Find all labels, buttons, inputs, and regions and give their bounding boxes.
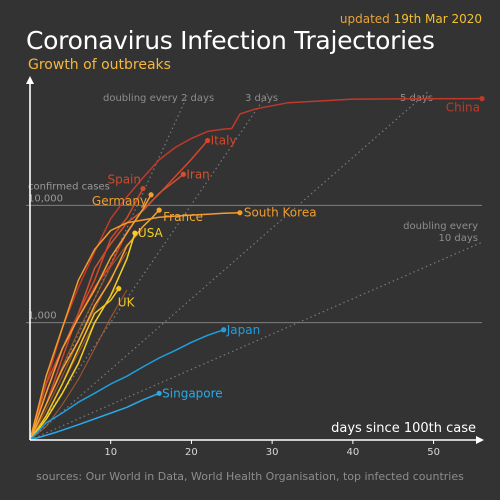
series-endpoint-usa [132, 230, 138, 236]
reference-label-10-days-b: 10 days [438, 233, 478, 244]
series-label-usa: USA [138, 226, 164, 240]
x-tick-label-30: 30 [266, 447, 279, 458]
chart-subtitle: Growth of outbreaks [28, 57, 171, 73]
series-line-japan [29, 329, 224, 441]
series-endpoint-italy [204, 137, 211, 144]
background-series-line-4 [29, 289, 128, 441]
series-endpoint-germany [148, 192, 154, 198]
x-tick-label-10: 10 [104, 447, 117, 458]
reference-line-10-days [29, 241, 483, 441]
x-tick-label-40: 40 [346, 447, 359, 458]
series-line-germany [29, 194, 152, 441]
series-labels: China Italy Iran Spain Germany France South Ko… [92, 96, 485, 400]
y-axis-arrow [26, 76, 34, 84]
axes: 10 20 30 40 50 days since 100th case [26, 76, 484, 458]
series-label-singapore: Singapore [162, 386, 223, 400]
y-axis-label: confirmed cases [28, 181, 110, 192]
series-lines [29, 97, 483, 441]
series-endpoint-spain [140, 185, 146, 192]
updated-date: 19th Mar 2020 [393, 12, 482, 26]
series-line-singapore [29, 392, 160, 441]
series-endpoint-china [479, 96, 485, 102]
series-label-china: China [446, 101, 480, 115]
series-label-south-korea: South Korea [244, 206, 317, 220]
updated-prefix: updated [339, 12, 390, 26]
background-series-line-3 [29, 284, 120, 441]
series-label-germany: Germany [92, 194, 147, 208]
y-tick-label-10000: 10,000 [28, 193, 63, 204]
reference-line-5-days [29, 89, 430, 441]
series-label-france: France [163, 210, 203, 224]
reference-label-2-days: doubling every 2 days [103, 93, 214, 104]
series-line-france [29, 209, 160, 441]
series-label-italy: Italy [211, 133, 237, 147]
series-label-uk: UK [118, 296, 136, 310]
series-line-spain [29, 188, 144, 441]
series-line-iran [29, 173, 184, 441]
series-endpoint-france [156, 207, 162, 213]
x-tick-label-20: 20 [185, 447, 198, 458]
updated-label: updated 19th Mar 2020 [340, 12, 482, 26]
series-line-south-korea [29, 211, 240, 441]
reference-lines: doubling every 2 days 3 days 5 daysdoublin… [29, 89, 483, 441]
sources-note: sources: Our World in Data, World Health… [36, 470, 464, 483]
x-axis-arrow [476, 436, 484, 444]
series-label-japan: Japan [226, 323, 260, 337]
series-endpoint-south-korea [237, 210, 243, 216]
chart-title: Coronavirus Infection Trajectories [26, 26, 435, 55]
series-label-iran: Iran [186, 167, 209, 181]
series-line-usa [29, 232, 136, 441]
x-axis-label: days since 100th case [331, 421, 476, 436]
x-tick-label-50: 50 [427, 447, 440, 458]
reference-label-3-days: 3 days [245, 93, 278, 104]
series-line-uk [29, 288, 120, 441]
series-endpoint-singapore [156, 390, 162, 396]
series-endpoint-iran [180, 171, 186, 177]
series-label-spain: Spain [107, 173, 141, 187]
series-endpoint-uk [116, 286, 122, 292]
y-tick-label-1000: 1,000 [28, 311, 57, 322]
series-line-china [29, 97, 483, 441]
reference-label-10-days-a: doubling every [403, 221, 478, 232]
series-endpoint-japan [221, 327, 227, 333]
